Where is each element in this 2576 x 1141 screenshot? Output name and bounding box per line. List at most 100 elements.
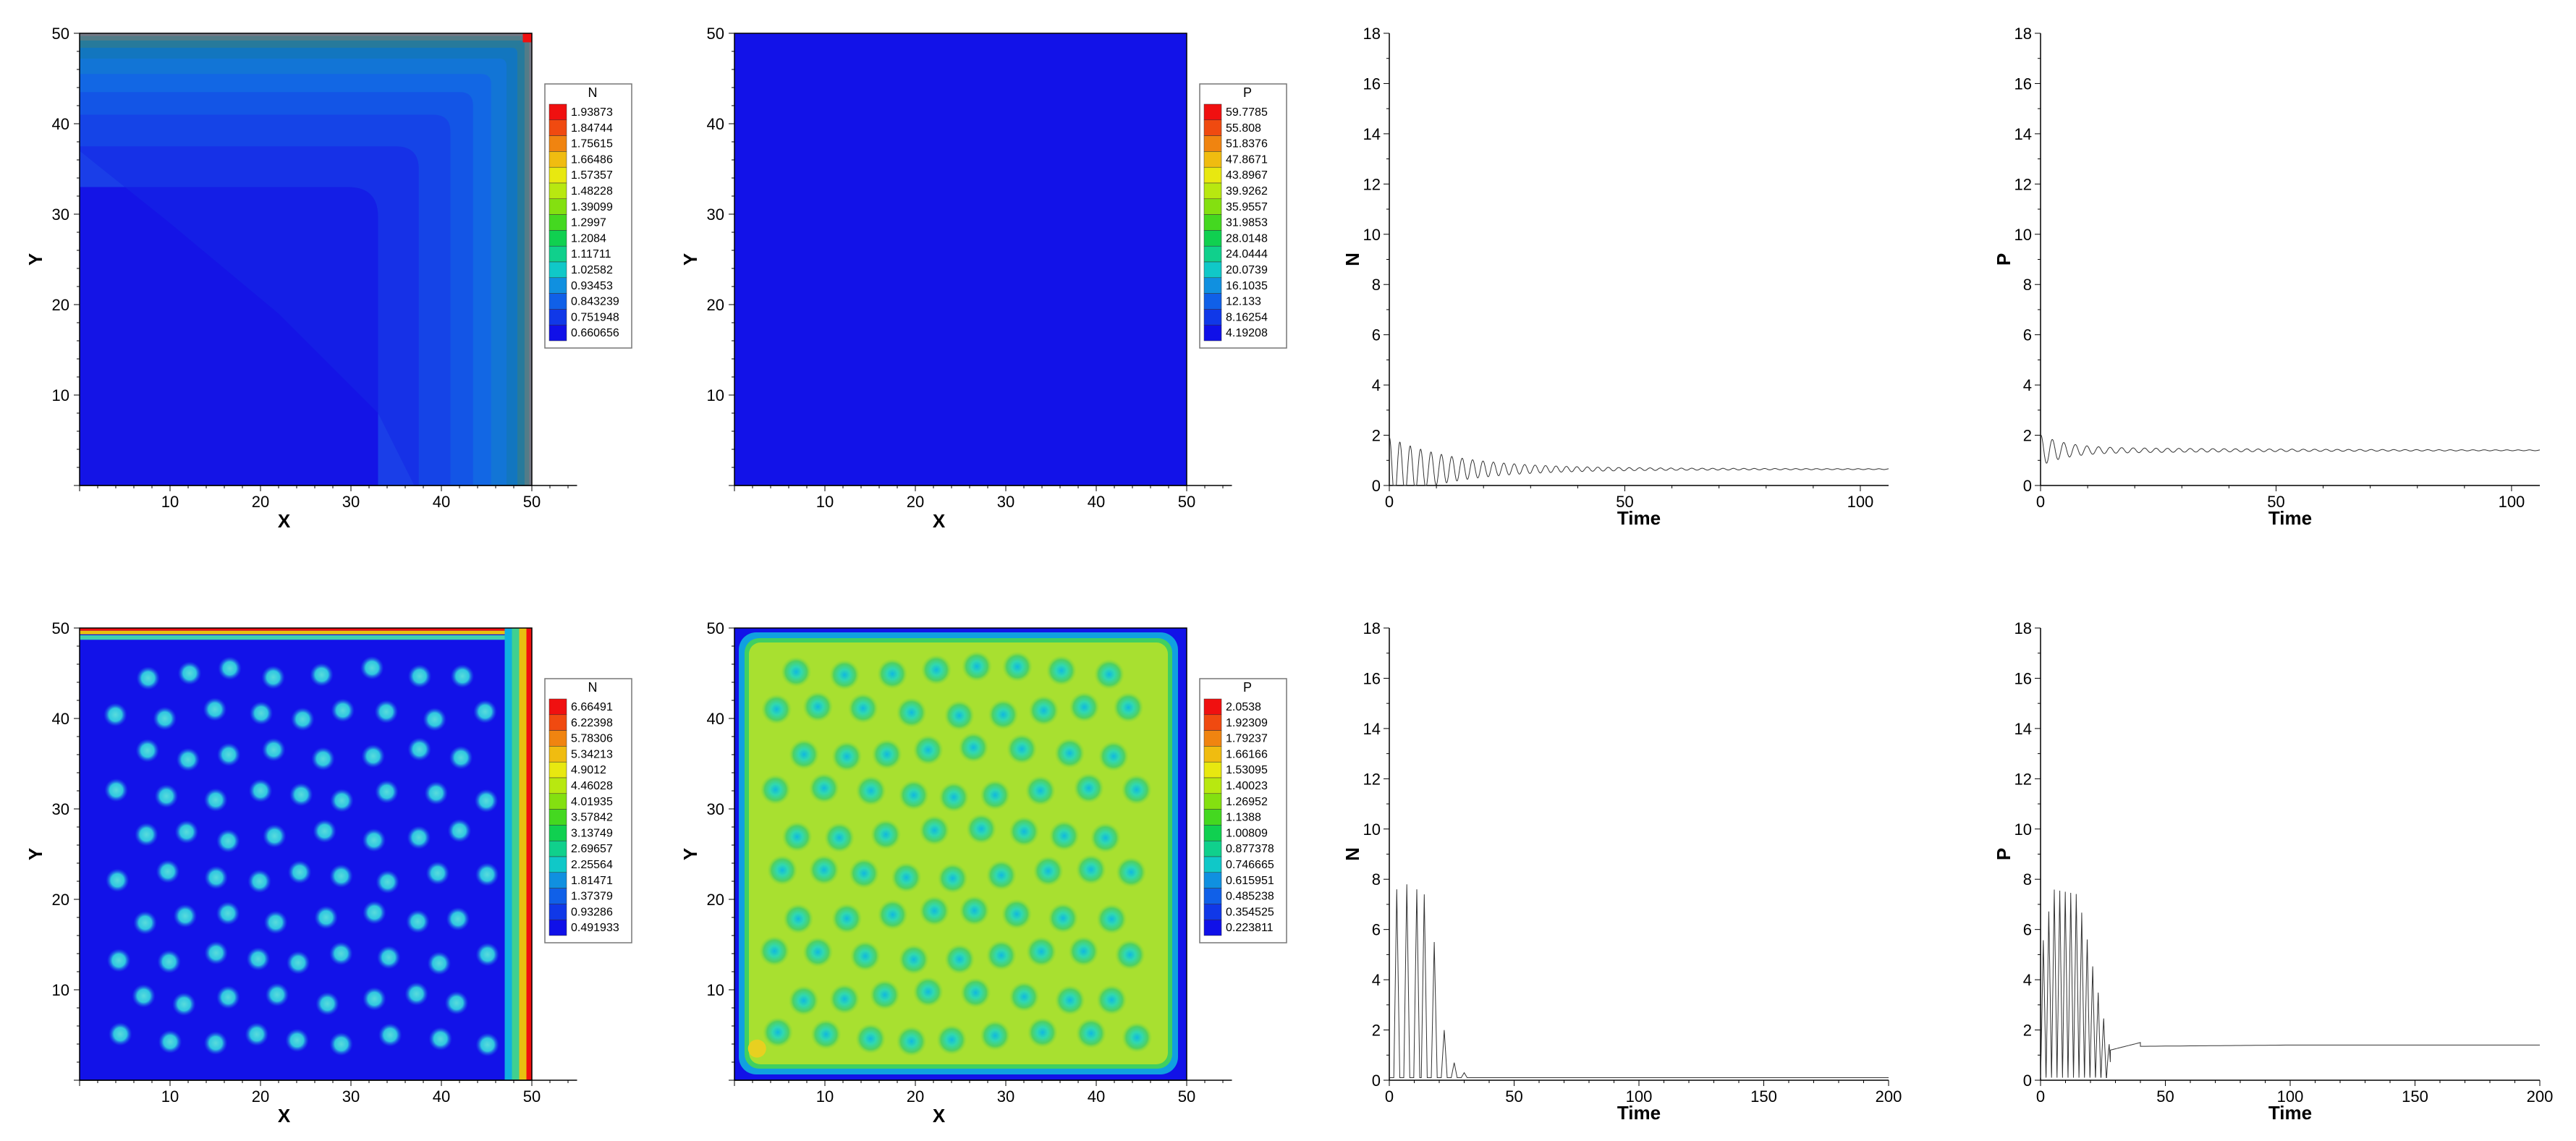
x-axis-label: X <box>278 510 291 532</box>
hole <box>783 903 814 935</box>
field-background <box>734 33 1187 485</box>
legend-swatch <box>1203 761 1222 779</box>
contour-field <box>80 628 532 1080</box>
spot <box>204 865 228 890</box>
legend-swatch <box>548 119 567 136</box>
y-tick-label: 18 <box>1363 619 1381 637</box>
hole <box>958 731 989 763</box>
spot <box>132 984 156 1008</box>
y-tick-label: 8 <box>2023 276 2032 294</box>
hole <box>1115 857 1147 888</box>
edge-band <box>519 628 527 1080</box>
hole <box>760 694 792 725</box>
legend-label: 0.485238 <box>1226 891 1274 903</box>
y-tick-label: 18 <box>1363 25 1381 43</box>
legend-label: 1.1388 <box>1226 812 1261 824</box>
legend-label: 0.223811 <box>1226 922 1274 934</box>
x-tick-label: 20 <box>252 493 269 511</box>
legend-label: 1.84744 <box>571 122 613 135</box>
legend-label: 0.93453 <box>571 280 613 292</box>
legend-label: 1.11711 <box>571 248 611 260</box>
edge-band <box>512 628 520 1080</box>
legend-label: 1.81471 <box>571 875 613 887</box>
spot <box>203 788 228 812</box>
legend-label: 1.2084 <box>571 232 606 245</box>
legend-swatch <box>1203 245 1222 263</box>
hole <box>831 741 863 772</box>
y-tick-label: 4 <box>1372 376 1381 394</box>
hole <box>810 1019 842 1050</box>
y-tick-label: 8 <box>2023 870 2032 888</box>
x-tick-label: 50 <box>1178 493 1195 511</box>
spot <box>286 951 310 975</box>
edge-band <box>80 628 532 631</box>
hole <box>1054 737 1085 769</box>
legend-label: 4.01935 <box>571 796 613 808</box>
spot <box>450 664 475 688</box>
legend-label: 2.25564 <box>571 859 613 871</box>
y-tick-label: 16 <box>1363 75 1381 93</box>
spot <box>475 1032 499 1057</box>
y-tick-label: 4 <box>2023 971 2032 989</box>
y-tick-label: 10 <box>2014 226 2032 244</box>
spot <box>423 707 446 731</box>
hole <box>937 862 968 894</box>
x-tick-label: 50 <box>1178 1087 1195 1106</box>
edge-band <box>80 630 532 635</box>
legend-label: 1.39099 <box>571 201 613 213</box>
hole <box>870 819 902 850</box>
spot <box>154 784 179 808</box>
legend-label: 1.66486 <box>571 153 613 166</box>
legend-swatch <box>548 309 567 326</box>
legend-swatch <box>548 198 567 215</box>
legend: N 6.66491 6.22398 5.78306 5.34213 4.9012 4.460… <box>544 678 632 943</box>
spot <box>407 737 431 761</box>
hole <box>912 734 944 765</box>
heatmap-panel-bottom-second: 10 20 30 40 50 10 20 30 40 50 X Y P 2.0538 1.92309 1.79… <box>679 619 1287 1127</box>
hole <box>848 857 880 889</box>
y-tick-label: 8 <box>1372 276 1381 294</box>
series-line <box>1389 437 1889 486</box>
legend-swatch <box>1203 135 1222 152</box>
y-tick-label: 2 <box>2023 427 2032 445</box>
hole <box>766 854 798 886</box>
legend-label: 1.2997 <box>571 217 606 229</box>
y-tick-label: 10 <box>707 981 724 999</box>
y-axis-label: Y <box>679 848 701 860</box>
legend-title: P <box>1243 85 1252 100</box>
contour-field <box>80 33 532 485</box>
spot <box>444 991 469 1015</box>
legend-swatch <box>548 182 567 200</box>
y-tick-label: 16 <box>2014 75 2032 93</box>
spot <box>156 860 180 883</box>
spot <box>216 829 240 853</box>
y-tick-label: 14 <box>2014 125 2032 143</box>
spot <box>376 870 399 894</box>
legend-label: 4.46028 <box>571 780 613 792</box>
legend-swatch <box>1203 714 1222 731</box>
legend-label: 6.66491 <box>571 701 613 713</box>
spot <box>310 663 334 687</box>
hole <box>980 1019 1011 1051</box>
spot <box>103 703 127 727</box>
legend-label: 1.02582 <box>571 264 613 276</box>
y-tick-label: 30 <box>52 800 69 818</box>
legend-swatch <box>548 730 567 747</box>
legend-swatch <box>1203 809 1222 826</box>
spot <box>447 818 472 843</box>
hole <box>869 979 901 1011</box>
hole <box>1006 733 1038 765</box>
hole <box>1047 902 1079 934</box>
legend-label: 43.8967 <box>1226 169 1268 182</box>
x-tick-label: 150 <box>1750 1087 1777 1106</box>
hole <box>1028 695 1059 726</box>
spot <box>157 949 181 974</box>
hole <box>988 699 1019 730</box>
spot <box>261 665 285 690</box>
hole <box>829 659 860 691</box>
legend-swatch <box>548 214 567 231</box>
legend-swatch <box>548 277 567 294</box>
field-background <box>80 628 532 1080</box>
legend-swatch <box>548 825 567 841</box>
